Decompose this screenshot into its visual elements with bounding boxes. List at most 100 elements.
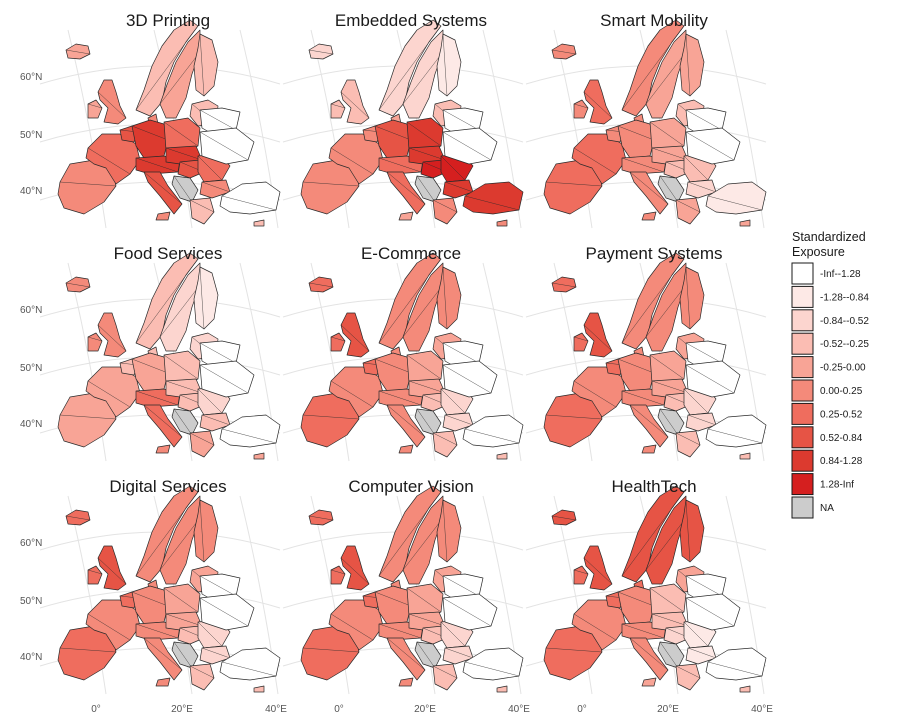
panel-title: Smart Mobility — [600, 11, 708, 30]
region-uk — [583, 79, 613, 125]
region-iceland — [65, 43, 91, 60]
region-border — [135, 623, 179, 639]
region-border — [378, 258, 442, 344]
region-hungary — [420, 625, 448, 645]
region-border — [199, 364, 249, 394]
region-hungary — [420, 159, 448, 179]
region-border — [649, 354, 685, 380]
region-border — [408, 613, 446, 627]
region-greece — [189, 663, 215, 691]
region-border — [197, 155, 223, 181]
region-border — [685, 342, 723, 364]
region-border — [464, 428, 520, 444]
region-border — [440, 621, 466, 647]
y-tick-label: 50°N — [20, 363, 42, 374]
region-border — [135, 258, 199, 344]
region-border — [201, 414, 231, 426]
region-bulgaria — [685, 645, 717, 665]
region-border — [583, 557, 613, 585]
region-ireland — [330, 565, 346, 585]
region-iceland — [308, 276, 334, 293]
region-iberia — [57, 392, 117, 448]
region-sicily — [155, 211, 171, 221]
region-ireland — [330, 99, 346, 119]
region-border — [87, 147, 131, 175]
map-panel-2: Embedded Systems — [282, 11, 524, 229]
region-iceland — [65, 509, 91, 526]
panel-title: Payment Systems — [586, 244, 723, 263]
region-border — [87, 103, 103, 109]
legend-title: Exposure — [792, 245, 845, 259]
region-border — [221, 195, 277, 211]
region-border — [707, 428, 763, 444]
region-border — [201, 647, 231, 659]
region-border — [675, 432, 701, 446]
region-border — [131, 591, 169, 607]
region-border — [645, 51, 687, 105]
y-tick-label: 40°N — [20, 652, 42, 663]
region-border — [573, 147, 617, 175]
x-tick-label: 0° — [334, 704, 344, 715]
region-iceland — [308, 509, 334, 526]
region-border — [374, 125, 412, 141]
region-border — [199, 131, 249, 161]
region-greece — [432, 430, 458, 458]
x-tick-label: 40°E — [508, 704, 530, 715]
region-border — [189, 199, 215, 213]
region-border — [402, 284, 444, 338]
legend-swatch — [791, 262, 814, 285]
region-border — [340, 324, 370, 352]
region-italy — [143, 171, 183, 215]
region-border — [386, 637, 426, 671]
region-border — [173, 641, 193, 669]
region-border — [617, 591, 655, 607]
region-border — [649, 121, 685, 147]
region-border — [416, 408, 436, 436]
region-border — [629, 637, 669, 671]
x-tick-label: 0° — [91, 704, 101, 715]
region-bulgaria — [442, 179, 474, 199]
region-border — [685, 575, 723, 597]
region-iberia — [543, 625, 603, 681]
region-border — [135, 390, 179, 406]
region-border — [444, 181, 474, 193]
region-border — [621, 25, 685, 111]
map-panel-4: Food Services 60°N 50°N 40°N — [20, 244, 281, 462]
region-border — [199, 575, 237, 597]
region-italy — [386, 637, 426, 681]
region-greece — [189, 197, 215, 225]
region-border — [159, 284, 201, 338]
region-border — [685, 131, 735, 161]
panel-title: Food Services — [114, 244, 223, 263]
region-border — [402, 51, 444, 105]
region-border — [330, 103, 346, 109]
region-border — [444, 647, 474, 659]
region-border — [135, 491, 199, 577]
region-iceland — [551, 43, 577, 60]
region-border — [330, 147, 374, 175]
region-border — [444, 414, 474, 426]
region-iberia — [57, 625, 117, 681]
region-uk — [340, 79, 370, 125]
region-border — [545, 647, 603, 653]
region-border — [545, 181, 603, 187]
region-iberia — [300, 159, 360, 215]
region-border — [545, 414, 603, 420]
y-tick-label: 50°N — [20, 130, 42, 141]
region-border — [378, 25, 442, 111]
region-border — [442, 597, 492, 627]
region-border — [159, 51, 201, 105]
panel-title: 3D Printing — [126, 11, 210, 30]
region-border — [143, 404, 183, 438]
region-border — [551, 282, 577, 288]
region-iceland — [551, 276, 577, 293]
region-bulgaria — [199, 412, 231, 432]
region-border — [649, 587, 685, 613]
legend-label: 0.00-0.25 — [820, 386, 863, 397]
region-bulgaria — [442, 645, 474, 665]
legend-swatch — [791, 496, 814, 519]
region-border — [378, 157, 422, 173]
region-bulgaria — [442, 412, 474, 432]
region-border — [440, 155, 466, 181]
region-border — [685, 266, 691, 330]
